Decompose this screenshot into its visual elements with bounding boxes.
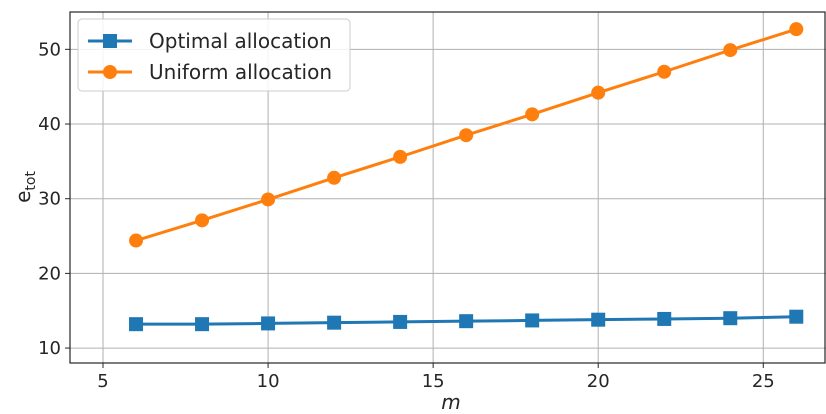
plot-frame (69, 11, 826, 364)
x-axis-label: m (441, 390, 460, 414)
legend-entry: Uniform allocation (88, 60, 332, 84)
legend-label: Optimal allocation (149, 29, 332, 53)
data-point-square (591, 312, 606, 327)
y-tick-label: 20 (38, 263, 61, 284)
y-axis-label: etot (11, 171, 39, 203)
data-point-square (723, 311, 738, 326)
series (129, 22, 804, 332)
x-tick-label: 10 (257, 371, 280, 392)
x-tick-label: 25 (752, 371, 775, 392)
data-point-circle (103, 65, 117, 79)
data-point-circle (723, 43, 738, 58)
y-axis-label-main: e (11, 191, 35, 203)
data-point-square (789, 309, 804, 324)
grid (70, 12, 826, 363)
x-tick-label: 20 (587, 371, 610, 392)
data-point-circle (525, 107, 540, 122)
series-2 (129, 22, 804, 248)
data-point-circle (261, 192, 276, 207)
data-point-circle (591, 85, 606, 100)
data-point-square (393, 314, 408, 329)
y-tick-label: 30 (38, 189, 61, 210)
data-point-square (103, 34, 117, 48)
legend-label: Uniform allocation (149, 60, 332, 84)
data-point-circle (327, 170, 342, 185)
data-point-circle (129, 233, 144, 248)
x-tick-label: 5 (97, 371, 108, 392)
data-point-square (657, 311, 672, 326)
data-point-circle (459, 128, 474, 143)
legend: Optimal allocation Uniform allocation (77, 18, 351, 92)
data-point-square (195, 317, 210, 332)
data-point-circle (789, 22, 804, 37)
y-axis-label-sub: tot (23, 171, 39, 191)
data-point-circle (657, 64, 672, 79)
data-point-square (459, 314, 474, 329)
x-tick-label: 15 (422, 371, 445, 392)
axis-ticks: 5 10 15 20 25 10 20 30 40 50 (38, 39, 775, 392)
legend-entry: Optimal allocation (88, 29, 332, 53)
legend-box (77, 18, 351, 92)
y-tick-label: 50 (38, 39, 61, 60)
y-tick-label: 10 (38, 338, 61, 359)
series-1 (129, 309, 804, 332)
y-tick-label: 40 (38, 114, 61, 135)
data-point-square (327, 315, 342, 330)
data-point-circle (393, 149, 408, 164)
data-point-square (129, 317, 144, 332)
data-point-square (261, 316, 276, 331)
data-point-circle (195, 213, 210, 228)
data-point-square (525, 313, 540, 328)
